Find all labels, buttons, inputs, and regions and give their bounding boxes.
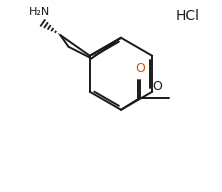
Text: O: O bbox=[153, 80, 162, 93]
Text: H₂N: H₂N bbox=[29, 7, 50, 17]
Text: HCl: HCl bbox=[175, 8, 199, 22]
Text: O: O bbox=[135, 62, 145, 75]
